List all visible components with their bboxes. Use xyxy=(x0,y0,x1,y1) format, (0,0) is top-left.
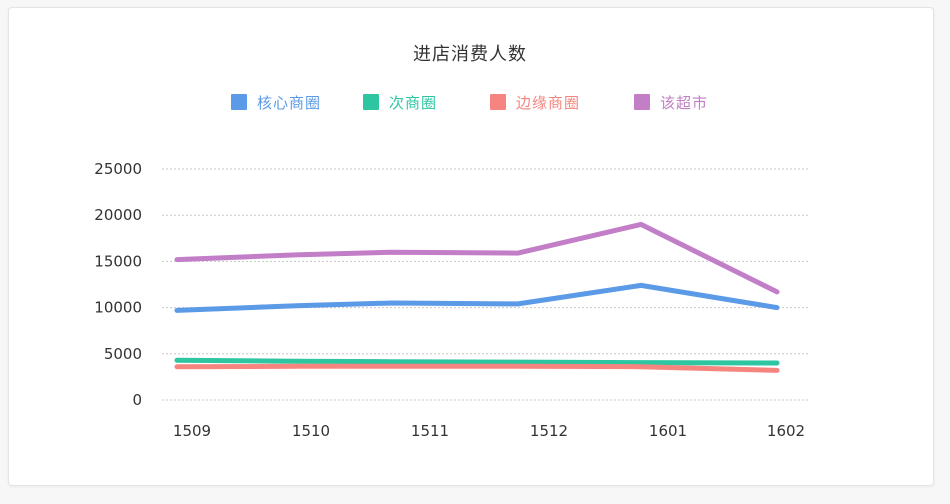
legend-swatch xyxy=(363,94,379,110)
y-tick-label: 15000 xyxy=(94,252,142,270)
legend-item[interactable]: 核心商圈 xyxy=(231,91,321,113)
legend-swatch xyxy=(634,94,650,110)
chart-card xyxy=(8,7,934,486)
series-line[interactable] xyxy=(174,363,780,373)
legend-label: 核心商圈 xyxy=(257,93,322,112)
x-tick-label: 1602 xyxy=(767,422,805,440)
legend-item[interactable]: 该超市 xyxy=(634,91,708,113)
x-tick-label: 1512 xyxy=(530,422,568,440)
legend-label: 该超市 xyxy=(660,93,709,112)
series-line[interactable] xyxy=(174,282,780,313)
y-tick-label: 20000 xyxy=(94,206,142,224)
legend-label: 边缘商圈 xyxy=(516,93,581,112)
legend-item[interactable]: 边缘商圈 xyxy=(490,91,580,113)
y-tick-label: 10000 xyxy=(94,299,142,317)
x-tick-label: 1510 xyxy=(292,422,330,440)
legend-item[interactable]: 次商圈 xyxy=(363,91,437,113)
y-tick-label: 25000 xyxy=(94,160,142,178)
series-line[interactable] xyxy=(174,221,780,295)
y-tick-label: 0 xyxy=(132,391,142,409)
legend-label: 次商圈 xyxy=(389,93,438,112)
series-line[interactable] xyxy=(174,357,780,366)
y-tick-label: 5000 xyxy=(104,345,142,363)
chart-legend: 核心商圈 次商圈 边缘商圈 该超市 xyxy=(0,91,950,113)
x-tick-label: 1509 xyxy=(173,422,211,440)
legend-swatch xyxy=(490,94,506,110)
x-tick-label: 1511 xyxy=(411,422,449,440)
chart-title: 进店消费人数 xyxy=(413,44,527,65)
legend-swatch xyxy=(231,94,247,110)
x-tick-label: 1601 xyxy=(649,422,687,440)
